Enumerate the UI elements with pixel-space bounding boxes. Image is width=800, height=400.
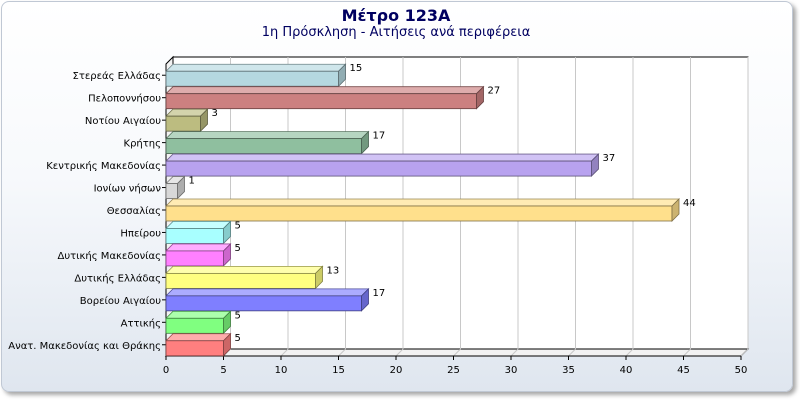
bar	[166, 87, 484, 109]
bar	[166, 64, 346, 86]
bar-front	[166, 228, 224, 243]
value-label: 5	[235, 220, 241, 231]
bar-front	[166, 184, 178, 199]
value-label: 3	[212, 108, 218, 119]
x-tick-label: 5	[220, 365, 226, 376]
bar-top	[166, 132, 369, 139]
x-tick-label: 25	[447, 365, 460, 376]
value-label: 15	[350, 63, 363, 74]
bar	[166, 311, 231, 333]
category-label: Δυτικής Μακεδονίας	[58, 250, 162, 262]
bar-front	[166, 318, 224, 333]
value-label: 13	[327, 265, 340, 276]
value-label: 5	[235, 310, 241, 321]
bar	[166, 109, 208, 131]
value-label: 5	[235, 243, 241, 254]
category-label: Δυτικής Ελλάδας	[74, 272, 161, 284]
bar-front	[166, 251, 224, 266]
bar	[166, 199, 679, 221]
bar-front	[166, 116, 201, 131]
x-tick-label: 10	[275, 365, 288, 376]
bar	[166, 334, 231, 356]
bar-front	[166, 94, 477, 109]
bar-front	[166, 206, 672, 221]
x-tick-label: 35	[562, 365, 575, 376]
bar-top	[166, 311, 231, 318]
bar-front	[166, 341, 224, 356]
bar	[166, 154, 599, 176]
value-label: 17	[373, 131, 386, 142]
bar-front	[166, 296, 362, 311]
x-tick-label: 30	[505, 365, 518, 376]
category-label: Κεντρικής Μακεδονίας	[46, 160, 161, 172]
value-label: 37	[603, 153, 616, 164]
bar-front	[166, 71, 339, 86]
bar-front	[166, 139, 362, 154]
bar-top	[166, 266, 323, 273]
bar-top	[166, 87, 484, 94]
category-label: Νοτίου Αιγαίου	[85, 115, 161, 127]
bar-top	[166, 199, 679, 206]
value-label: 5	[235, 333, 241, 344]
category-label: Πελοποννήσου	[88, 93, 161, 105]
x-tick-label: 50	[735, 365, 748, 376]
bar-top	[166, 334, 231, 341]
bar-front	[166, 161, 592, 176]
bar	[166, 132, 369, 154]
bar	[166, 221, 231, 243]
bar	[166, 244, 231, 266]
x-tick-label: 20	[390, 365, 403, 376]
category-label: Αττικής	[121, 317, 161, 329]
x-tick-label: 15	[332, 365, 345, 376]
category-label: Ιονίων νήσων	[94, 183, 162, 195]
category-label: Ανατ. Μακεδονίας και Θράκης	[8, 340, 161, 352]
category-label: Ηπείρου	[120, 227, 161, 239]
bar-top	[166, 221, 231, 228]
bar	[166, 289, 369, 311]
bar-front	[166, 273, 316, 288]
value-label: 17	[373, 288, 386, 299]
value-label: 1	[189, 176, 195, 187]
category-label: Στερεάς Ελλάδας	[73, 70, 161, 82]
category-label: Θεσσαλίας	[107, 205, 161, 217]
bar-top	[166, 289, 369, 296]
value-label: 44	[683, 198, 696, 209]
bar	[166, 266, 323, 288]
x-tick-label: 0	[163, 365, 169, 376]
value-label: 27	[488, 86, 501, 97]
category-label: Βορείου Αιγαίου	[80, 295, 161, 307]
category-label: Κρήτης	[124, 138, 161, 150]
bar-top	[166, 244, 231, 251]
bar-top	[166, 64, 346, 71]
bar-top	[166, 154, 599, 161]
x-tick-label: 40	[620, 365, 633, 376]
x-tick-label: 45	[677, 365, 690, 376]
